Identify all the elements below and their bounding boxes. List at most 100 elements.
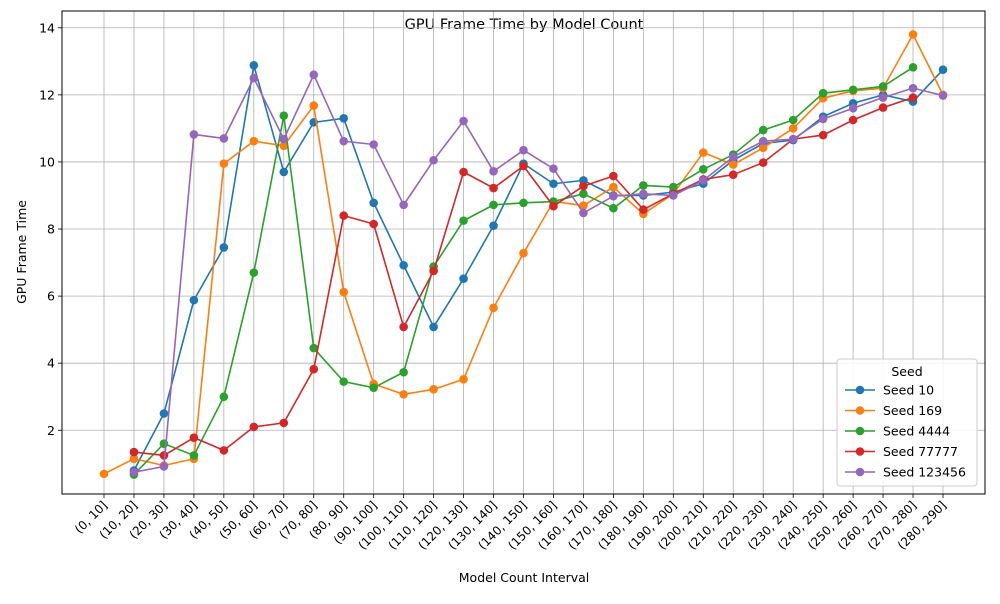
data-point xyxy=(519,145,528,155)
data-point xyxy=(339,136,349,146)
data-point xyxy=(309,364,319,374)
data-point xyxy=(279,167,289,177)
data-point xyxy=(818,114,828,124)
data-point xyxy=(339,114,349,123)
data-point xyxy=(459,116,468,126)
y-tick-label: 10 xyxy=(39,154,55,169)
data-point xyxy=(728,152,738,162)
legend-title: Seed xyxy=(891,364,922,379)
data-point xyxy=(788,115,798,125)
data-point xyxy=(908,30,918,39)
y-tick-label: 14 xyxy=(39,20,55,35)
data-point xyxy=(489,167,498,176)
legend-marker xyxy=(855,467,865,477)
legend-label: Seed 10 xyxy=(883,383,934,398)
y-axis-ticks: 2 4 6 8 10 12 14 xyxy=(39,20,62,438)
data-point xyxy=(279,141,289,151)
data-point xyxy=(489,221,498,230)
data-point xyxy=(279,111,289,120)
data-point xyxy=(219,446,229,455)
data-point xyxy=(489,303,498,313)
data-point xyxy=(908,83,918,93)
data-point xyxy=(549,179,558,189)
data-point xyxy=(489,183,498,193)
data-point xyxy=(519,161,528,171)
data-point xyxy=(129,467,139,477)
data-point xyxy=(878,103,888,112)
data-point xyxy=(369,198,378,208)
data-point xyxy=(728,170,738,179)
data-point xyxy=(758,158,768,167)
y-tick-label: 12 xyxy=(39,87,55,102)
data-point xyxy=(698,176,708,185)
data-point xyxy=(519,198,528,208)
data-point xyxy=(788,134,798,144)
data-point xyxy=(129,447,139,457)
legend-label: Seed 4444 xyxy=(883,424,950,439)
data-point xyxy=(399,260,408,270)
data-point xyxy=(429,385,438,394)
data-point xyxy=(848,103,858,113)
y-tick-label: 8 xyxy=(47,222,55,237)
data-point xyxy=(459,274,468,283)
legend-label: Seed 169 xyxy=(883,403,942,418)
data-point xyxy=(758,143,768,153)
data-point xyxy=(758,125,768,135)
data-point xyxy=(129,454,139,464)
data-point xyxy=(339,287,349,297)
legend-label: Seed 77777 xyxy=(883,444,958,459)
data-point xyxy=(249,422,259,432)
data-point xyxy=(639,205,648,214)
data-point xyxy=(219,243,229,252)
data-point xyxy=(219,392,229,402)
legend: Seed Seed 10 Seed 169 Seed 4444 Seed 77777 S… xyxy=(836,358,978,487)
data-point xyxy=(399,200,408,210)
data-point xyxy=(459,374,468,384)
data-point xyxy=(249,61,259,70)
data-point xyxy=(549,164,558,173)
data-point xyxy=(159,451,169,460)
data-point xyxy=(579,189,588,199)
legend-marker xyxy=(855,406,865,415)
data-point xyxy=(728,160,738,169)
data-point xyxy=(339,377,349,386)
legend-marker xyxy=(855,385,865,395)
data-point xyxy=(908,63,918,72)
data-point xyxy=(339,211,349,220)
data-point xyxy=(459,167,468,177)
data-point xyxy=(579,208,588,218)
data-point xyxy=(848,85,858,95)
data-point xyxy=(938,65,948,74)
data-point xyxy=(519,248,528,258)
data-point xyxy=(189,433,199,442)
series-seed-10 xyxy=(129,61,948,475)
data-point xyxy=(399,367,408,377)
data-point xyxy=(189,295,199,305)
y-tick-label: 4 xyxy=(47,356,55,371)
data-point xyxy=(609,182,618,192)
data-point xyxy=(159,462,169,471)
plot-frame xyxy=(61,10,986,495)
data-point xyxy=(249,136,259,146)
data-point xyxy=(249,73,259,83)
series-seed-4444 xyxy=(129,63,918,479)
data-point xyxy=(818,88,828,98)
data-point xyxy=(369,140,378,149)
data-point xyxy=(818,130,828,140)
data-point xyxy=(279,418,289,428)
data-point xyxy=(848,115,858,125)
series-seed-123456 xyxy=(129,70,948,477)
data-point xyxy=(219,134,229,143)
data-point xyxy=(99,469,109,479)
data-point xyxy=(189,130,199,139)
data-point xyxy=(609,203,618,213)
data-point xyxy=(639,189,648,199)
data-point xyxy=(878,82,888,91)
y-tick-label: 6 xyxy=(47,289,55,304)
data-point xyxy=(698,148,708,157)
series-lines xyxy=(99,30,948,479)
x-axis-ticks: (0, 10](10, 20](20, 30](30, 40](40, 50](… xyxy=(72,494,949,553)
data-point xyxy=(878,93,888,102)
data-point xyxy=(579,201,588,210)
